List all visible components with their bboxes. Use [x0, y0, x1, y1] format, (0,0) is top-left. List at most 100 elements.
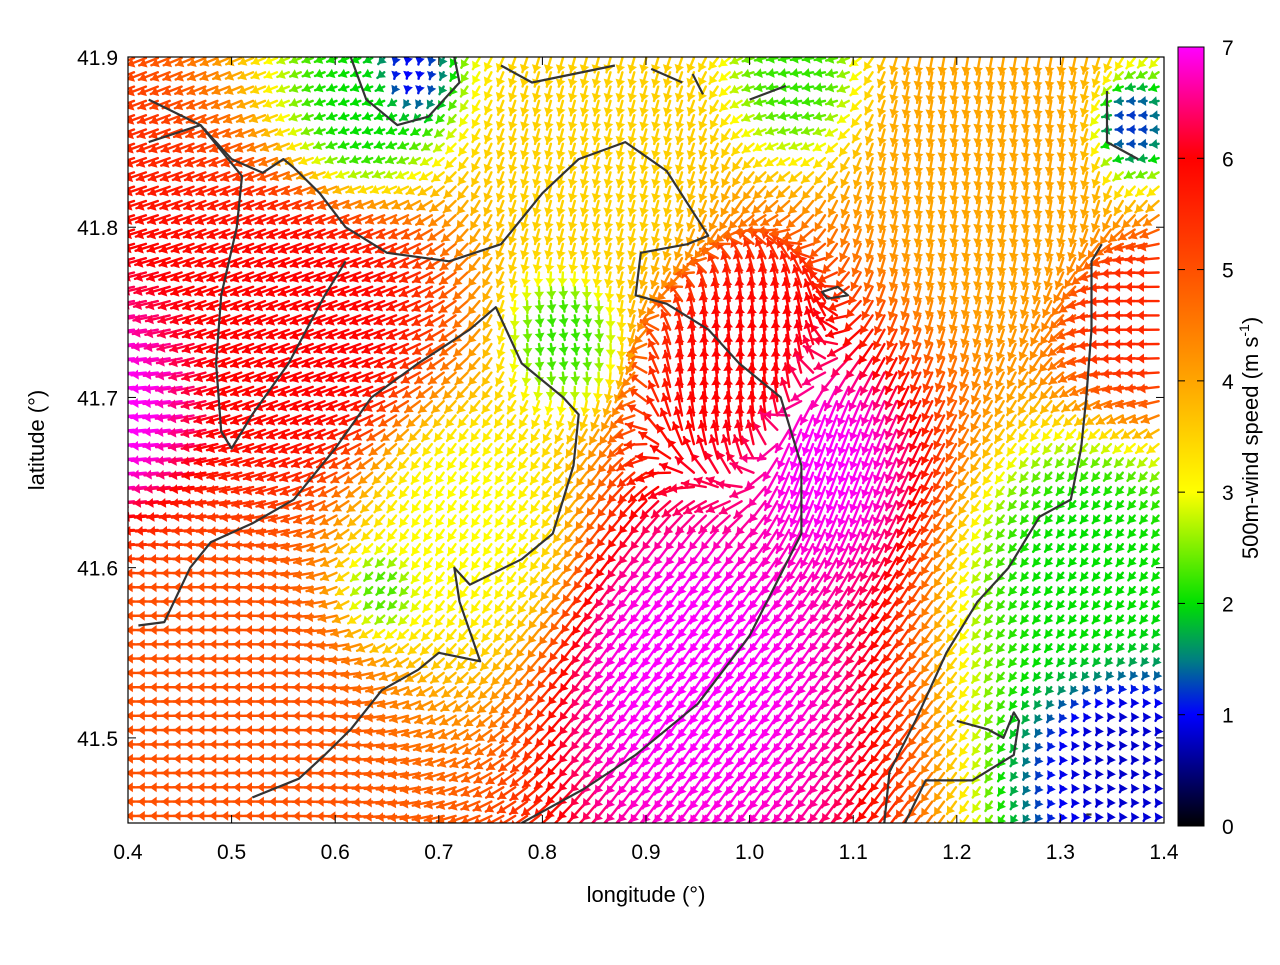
wind-vector	[960, 630, 968, 641]
wind-vector	[997, 130, 1007, 146]
wind-vector	[1008, 458, 1016, 468]
wind-vector	[721, 187, 730, 202]
wind-vector	[1140, 586, 1148, 595]
wind-vector	[1020, 444, 1028, 455]
wind-vector	[926, 72, 936, 88]
wind-vector	[580, 401, 590, 415]
wind-vector	[303, 55, 313, 64]
wind-vector	[720, 101, 730, 111]
wind-vector	[1009, 515, 1017, 524]
wind-vector	[949, 101, 959, 117]
wind-vector	[983, 416, 992, 431]
wind-vector	[1083, 784, 1092, 793]
wind-vector	[1057, 657, 1065, 666]
wind-vector	[627, 87, 637, 101]
wind-vector	[577, 458, 587, 471]
wind-vector	[568, 187, 578, 201]
wind-vector	[925, 258, 935, 275]
wind-vector	[961, 130, 971, 146]
wind-vector	[925, 244, 935, 261]
wind-vector	[471, 201, 480, 215]
wind-vector	[1021, 58, 1031, 74]
wind-vector	[675, 187, 685, 202]
wind-vector	[998, 773, 1006, 782]
wind-vector	[815, 201, 825, 216]
wind-vector	[419, 187, 432, 196]
wind-vector	[481, 659, 492, 670]
wind-vector	[544, 215, 554, 229]
wind-vector	[731, 85, 742, 94]
wind-vector	[818, 273, 837, 283]
wind-vector	[448, 487, 456, 498]
wind-vector	[721, 201, 730, 216]
wind-vector	[938, 187, 948, 203]
wind-vector	[471, 158, 480, 171]
wind-vector	[651, 187, 661, 202]
wind-vector	[938, 87, 948, 103]
wind-vector	[985, 630, 993, 639]
wind-vector	[496, 501, 504, 512]
wind-vector	[1128, 600, 1136, 609]
wind-vector	[663, 58, 673, 72]
wind-vector	[1009, 544, 1017, 553]
wind-vector	[814, 158, 825, 167]
wind-vector	[1137, 282, 1159, 292]
wind-vector	[877, 101, 886, 116]
wind-vector	[604, 215, 614, 229]
wind-vector	[1131, 698, 1140, 707]
wind-vector	[506, 616, 515, 628]
wind-vector	[445, 659, 456, 670]
wind-vector	[494, 630, 503, 642]
wind-vector	[1069, 500, 1077, 509]
wind-vector	[423, 444, 432, 455]
wind-vector	[651, 230, 661, 245]
wind-vector	[495, 587, 503, 598]
wind-vector	[1081, 500, 1089, 509]
wind-vector	[348, 501, 361, 512]
wind-vector	[754, 172, 765, 183]
wind-vector	[1107, 769, 1116, 778]
wind-vector	[947, 673, 956, 685]
wind-vector	[535, 330, 545, 341]
wind-vector	[1033, 244, 1043, 260]
wind-vector	[363, 112, 372, 121]
wind-vector	[754, 127, 765, 136]
wind-vector	[877, 144, 887, 160]
wind-vector	[1143, 769, 1152, 778]
wind-vector	[568, 244, 578, 258]
wind-vector	[1080, 187, 1090, 203]
wind-vector	[1068, 101, 1078, 117]
wind-vector	[1071, 727, 1080, 736]
wind-vector	[627, 58, 637, 72]
wind-vector	[685, 244, 694, 259]
wind-vector	[507, 416, 515, 428]
wind-vector	[901, 58, 911, 74]
wind-vector	[484, 516, 492, 527]
wind-vector	[1009, 87, 1019, 103]
wind-vector	[412, 487, 420, 498]
wind-vector	[409, 156, 420, 165]
wind-vector	[483, 330, 492, 344]
wind-vector	[1131, 784, 1140, 793]
wind-vector	[492, 673, 504, 685]
wind-vector	[802, 187, 813, 199]
wind-vector	[509, 287, 519, 301]
wind-vector	[851, 87, 861, 96]
wind-vector	[601, 416, 610, 431]
wind-vector	[1136, 187, 1146, 196]
wind-vector	[971, 458, 980, 472]
wind-vector	[995, 444, 1004, 456]
wind-vector	[400, 112, 409, 120]
wind-vector	[1154, 657, 1162, 666]
wind-vector	[1069, 529, 1077, 538]
wind-vector	[742, 201, 754, 214]
wind-vector	[985, 144, 995, 160]
wind-vector	[1009, 144, 1019, 160]
wind-vector	[400, 573, 408, 582]
wind-vector	[754, 112, 765, 122]
colorbar-label: 500m-wind speed (m s-1)	[1236, 317, 1263, 559]
wind-vector	[743, 69, 754, 79]
wind-vector	[508, 130, 517, 144]
colorbar-tick-label: 1	[1222, 705, 1234, 728]
wind-vector	[639, 158, 649, 172]
